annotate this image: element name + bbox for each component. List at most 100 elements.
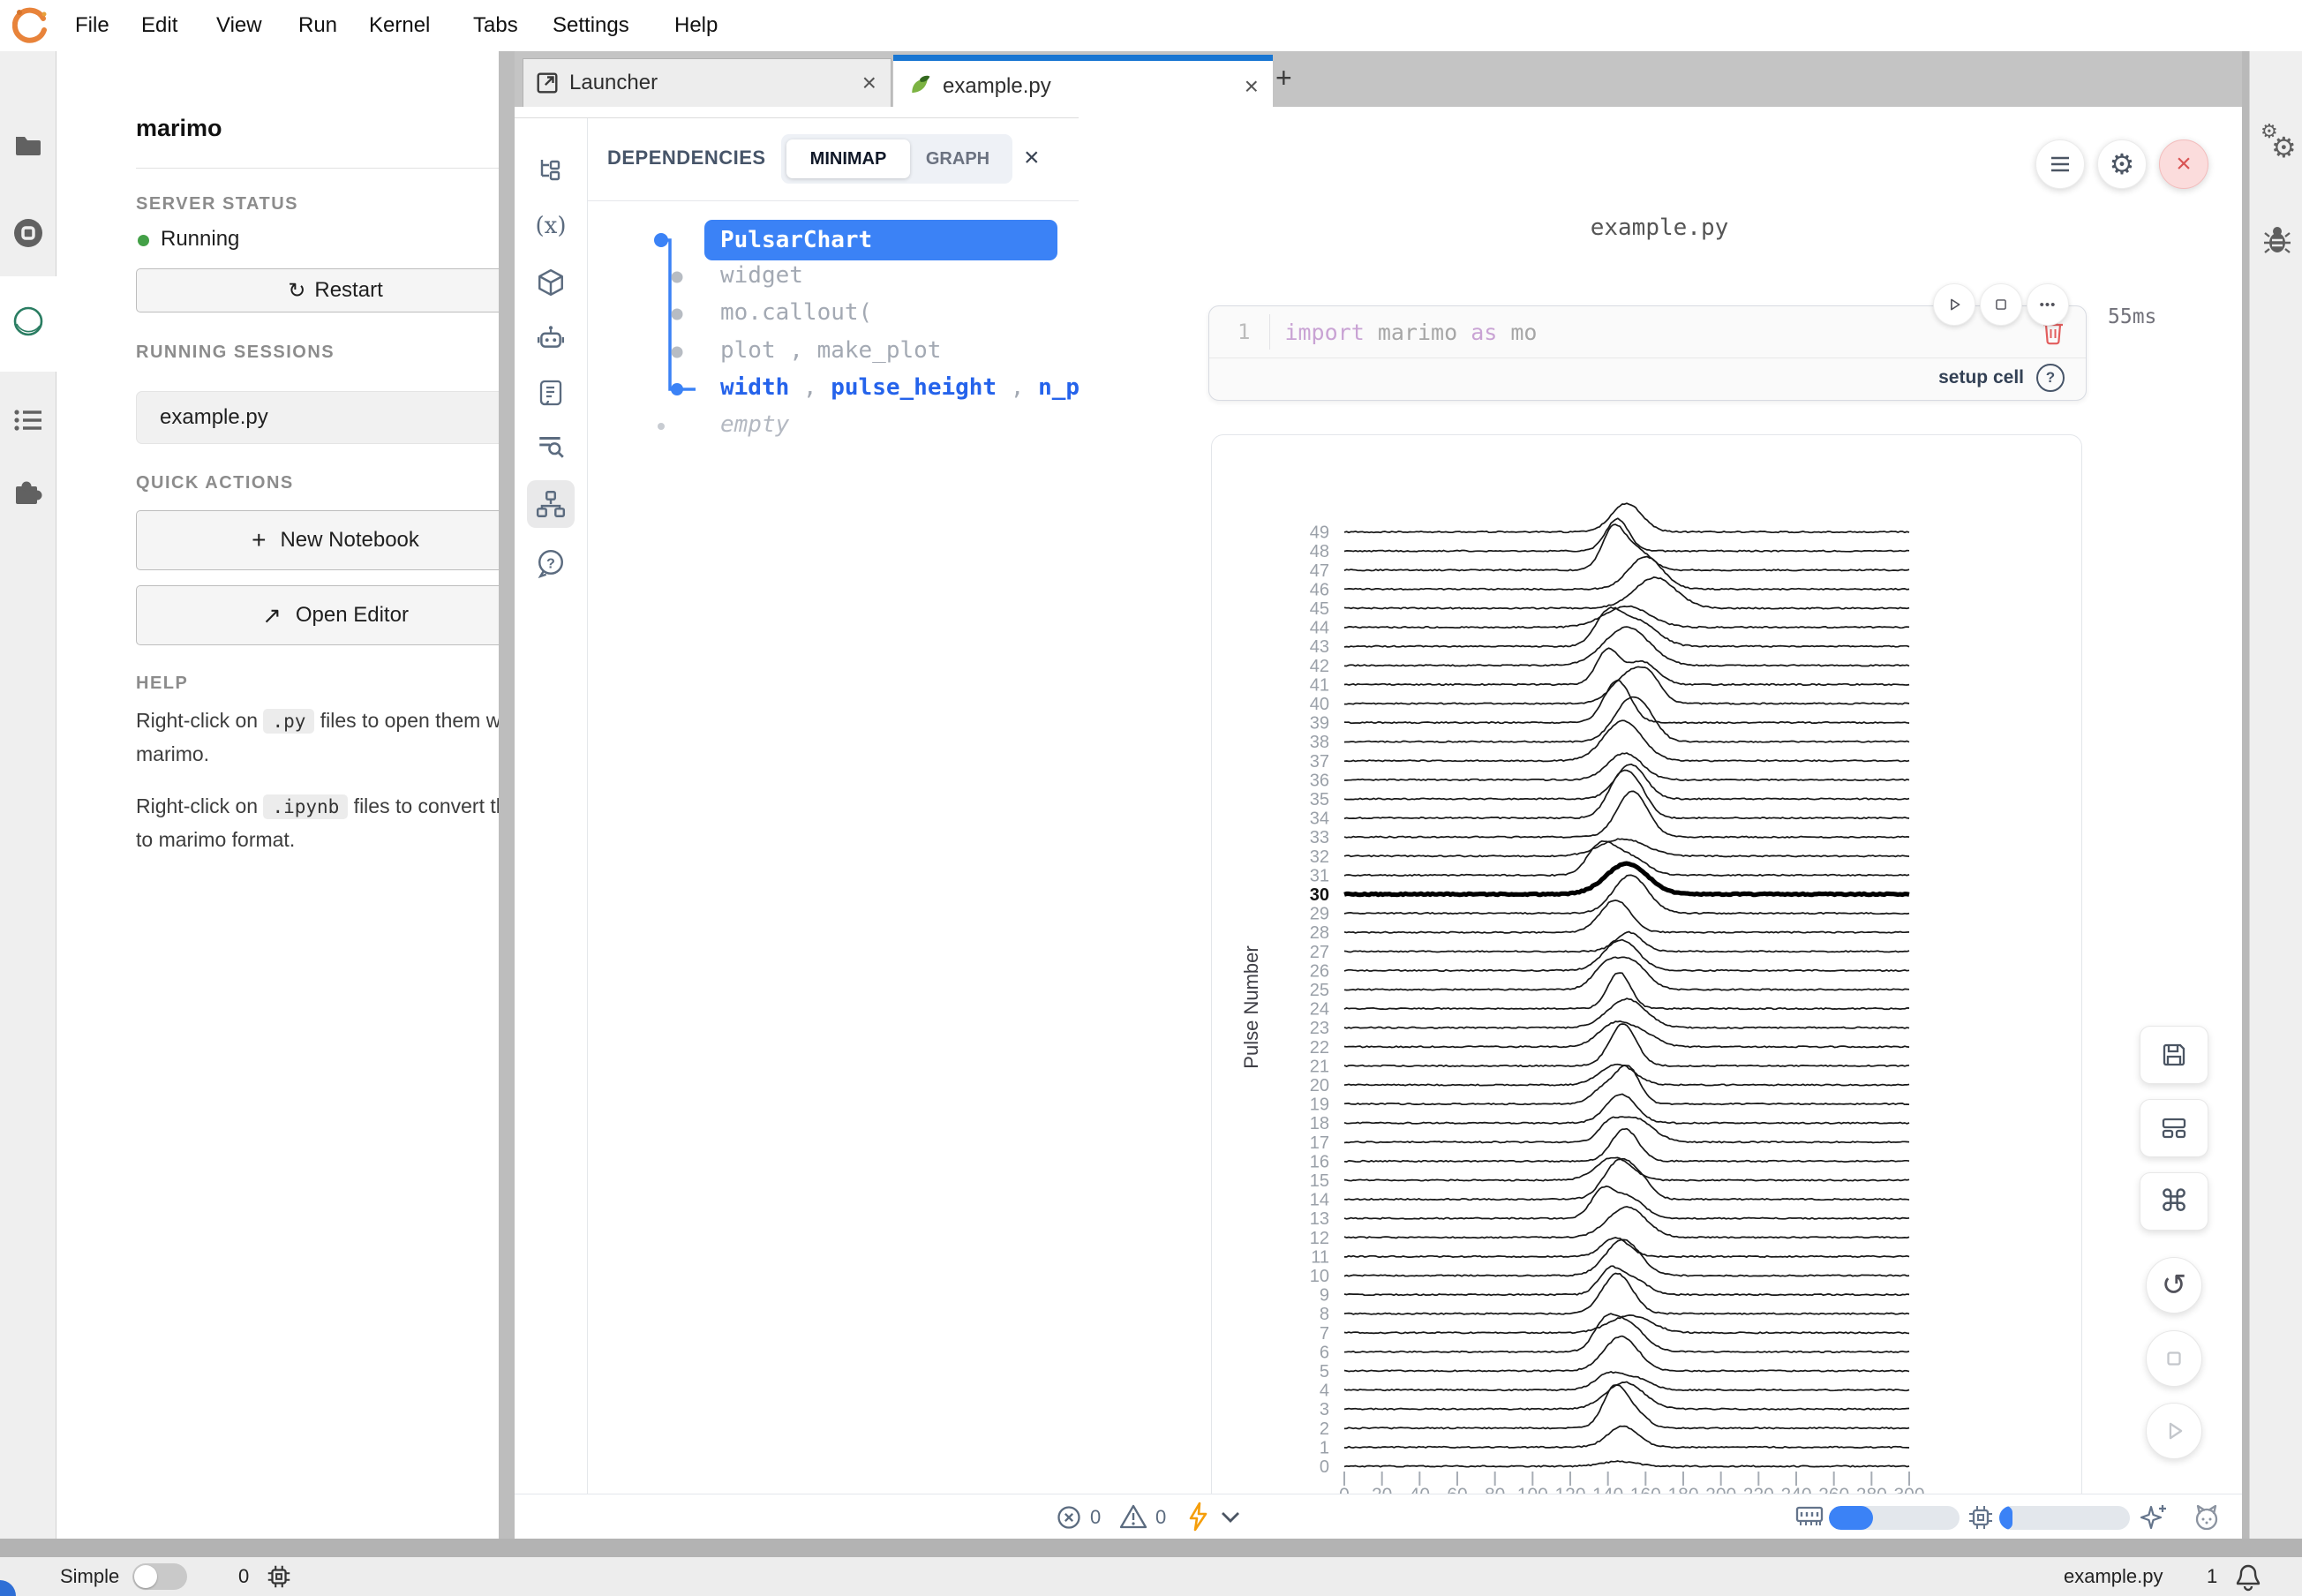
x-tick-label: 180 <box>1667 1485 1698 1494</box>
logs-scroll-icon[interactable] <box>537 379 565 407</box>
variables-icon[interactable]: (x) <box>535 213 567 239</box>
close-dependencies-icon[interactable]: × <box>1024 143 1040 172</box>
notebook-menu-button[interactable] <box>2035 139 2085 189</box>
pulse-trace-0 <box>1343 1460 1910 1468</box>
kernels-chip-icon[interactable] <box>265 1562 293 1591</box>
marimo-sidebar-icon[interactable] <box>11 305 45 338</box>
pulse-tick-label: 28 <box>1310 923 1329 943</box>
new-tab-button[interactable]: + <box>1275 62 1292 94</box>
pulse-trace-29 <box>1343 874 1910 915</box>
menu-kernel[interactable]: Kernel <box>369 13 431 37</box>
pulse-tick-label: 49 <box>1310 523 1329 543</box>
tab-launcher-close-icon[interactable]: × <box>861 69 876 96</box>
pulse-trace-38 <box>1343 696 1910 743</box>
more-actions-button[interactable]: ••• <box>2027 283 2069 326</box>
ai-robot-icon[interactable] <box>536 324 566 350</box>
tree-node[interactable]: widget <box>720 262 803 289</box>
pulse-trace-41 <box>1343 647 1910 686</box>
file-browser-icon[interactable] <box>14 132 42 157</box>
tab-example-py-close-icon[interactable]: × <box>1244 72 1259 100</box>
pulse-tick-label: 15 <box>1310 1171 1329 1191</box>
menu-file[interactable]: File <box>75 13 109 37</box>
interrupt-button[interactable] <box>2146 1330 2202 1387</box>
dock-tab-bar: Launcher × example.py × + <box>515 51 2242 112</box>
menu-edit[interactable]: Edit <box>141 13 178 37</box>
server-status-value: Running <box>161 227 240 251</box>
errors-icon[interactable] <box>1055 1503 1083 1532</box>
restart-button[interactable]: ↻ Restart <box>136 268 535 312</box>
pulse-trace-46 <box>1344 555 1910 591</box>
running-sessions-icon[interactable] <box>13 218 43 248</box>
stop-circle-icon <box>2167 1351 2181 1366</box>
tree-node[interactable]: plot , make_plot <box>720 337 942 364</box>
menu-tabs[interactable]: Tabs <box>473 13 518 37</box>
simple-mode-toggle[interactable] <box>132 1563 187 1590</box>
debugger-bug-icon[interactable] <box>2262 224 2292 256</box>
stop-cell-button[interactable] <box>1980 283 2022 326</box>
more-icon: ••• <box>2039 297 2057 312</box>
save-button[interactable] <box>2140 1026 2208 1084</box>
help-paragraph: Right-click on .ipynb files to convert t… <box>136 794 536 851</box>
tree-node[interactable]: empty <box>720 411 790 438</box>
warnings-icon[interactable] <box>1118 1502 1148 1531</box>
pulse-trace-39 <box>1343 679 1910 725</box>
undo-button[interactable]: ↺ <box>2146 1257 2202 1314</box>
open-editor-button[interactable]: ↗ Open Editor <box>136 585 535 645</box>
cell-code[interactable]: import marimo as mo <box>1284 319 1538 345</box>
chart-output-card: Pulse Number 0 1 2 3 4 5 6 7 8 9 10 11 12 13 14 15 16 17 18… <box>1211 434 2082 1494</box>
outline-search-icon[interactable] <box>536 432 566 460</box>
tree-node[interactable]: width , pulse_height , n_poi <box>720 374 1108 401</box>
dependencies-header: DEPENDENCIES <box>607 147 766 169</box>
new-notebook-button[interactable]: + New Notebook <box>136 510 535 570</box>
pulse-tick-label: 33 <box>1310 828 1329 847</box>
tree-node-selected[interactable]: PulsarChart <box>704 220 1057 260</box>
tab-example-py[interactable]: example.py × <box>893 55 1273 112</box>
tab-launcher[interactable]: Launcher × <box>523 58 891 107</box>
dependencies-graph-icon[interactable] <box>535 489 567 519</box>
table-of-contents-icon[interactable] <box>12 407 44 433</box>
setup-cell[interactable]: 1 import marimo as mo setup cell ? <box>1208 305 2087 401</box>
file-tree-icon[interactable] <box>536 157 566 185</box>
menu-view[interactable]: View <box>216 13 262 37</box>
tree-node[interactable]: mo.callout( <box>720 299 873 326</box>
notifications-bell-icon[interactable] <box>2233 1561 2263 1592</box>
chevron-down-icon[interactable] <box>1219 1509 1242 1525</box>
run-mode-bolt-icon[interactable] <box>1184 1501 1212 1532</box>
sidebar-resize-handle[interactable] <box>499 51 515 1539</box>
extensions-puzzle-icon[interactable] <box>12 476 44 506</box>
simple-mode-label: Simple <box>60 1565 120 1587</box>
pulse-tick-label: 7 <box>1320 1324 1329 1344</box>
mascot-cat-icon[interactable] <box>2192 1502 2222 1531</box>
pulse-trace-28 <box>1343 900 1910 934</box>
menu-settings[interactable]: Settings <box>553 13 629 37</box>
command-palette-button[interactable]: ⌘ <box>2140 1172 2208 1231</box>
pulse-trace-44 <box>1343 605 1910 629</box>
notebook-title: example.py <box>1590 215 1729 241</box>
right-scroll-band[interactable] <box>2242 51 2249 1539</box>
graph-toggle-button[interactable]: GRAPH <box>925 148 990 169</box>
menu-run[interactable]: Run <box>298 13 338 37</box>
session-item[interactable]: example.py × <box>136 391 535 444</box>
notebook-settings-button[interactable]: ⚙ <box>2097 139 2147 189</box>
pulse-tick-label: 25 <box>1310 981 1329 1000</box>
current-file-label[interactable]: example.py <box>2064 1565 2163 1587</box>
minimap-toggle-button[interactable]: MINIMAP <box>786 139 910 178</box>
layout-button[interactable] <box>2140 1099 2208 1157</box>
session-file-label: example.py <box>160 405 268 429</box>
x-tick-label: 220 <box>1743 1485 1774 1494</box>
x-tick-label: 200 <box>1705 1485 1736 1494</box>
run-all-button[interactable] <box>2146 1403 2202 1459</box>
ai-sparkle-icon[interactable] <box>2139 1502 2169 1532</box>
setup-help-icon[interactable]: ? <box>2036 364 2065 392</box>
pulse-trace-12 <box>1343 1206 1910 1239</box>
pulse-trace-49 <box>1343 502 1910 534</box>
shutdown-button[interactable]: × <box>2159 139 2208 189</box>
pulse-trace-33 <box>1343 790 1910 839</box>
help-chat-icon[interactable]: ? <box>536 548 566 578</box>
pulse-tick-label: 12 <box>1310 1229 1329 1248</box>
menu-help[interactable]: Help <box>674 13 718 37</box>
pulse-tick-label: 39 <box>1310 714 1329 734</box>
packages-cube-icon[interactable] <box>536 267 566 297</box>
run-cell-button[interactable] <box>1933 283 1975 326</box>
help-paragraph: Right-click on .py files to open them wi… <box>136 709 523 765</box>
